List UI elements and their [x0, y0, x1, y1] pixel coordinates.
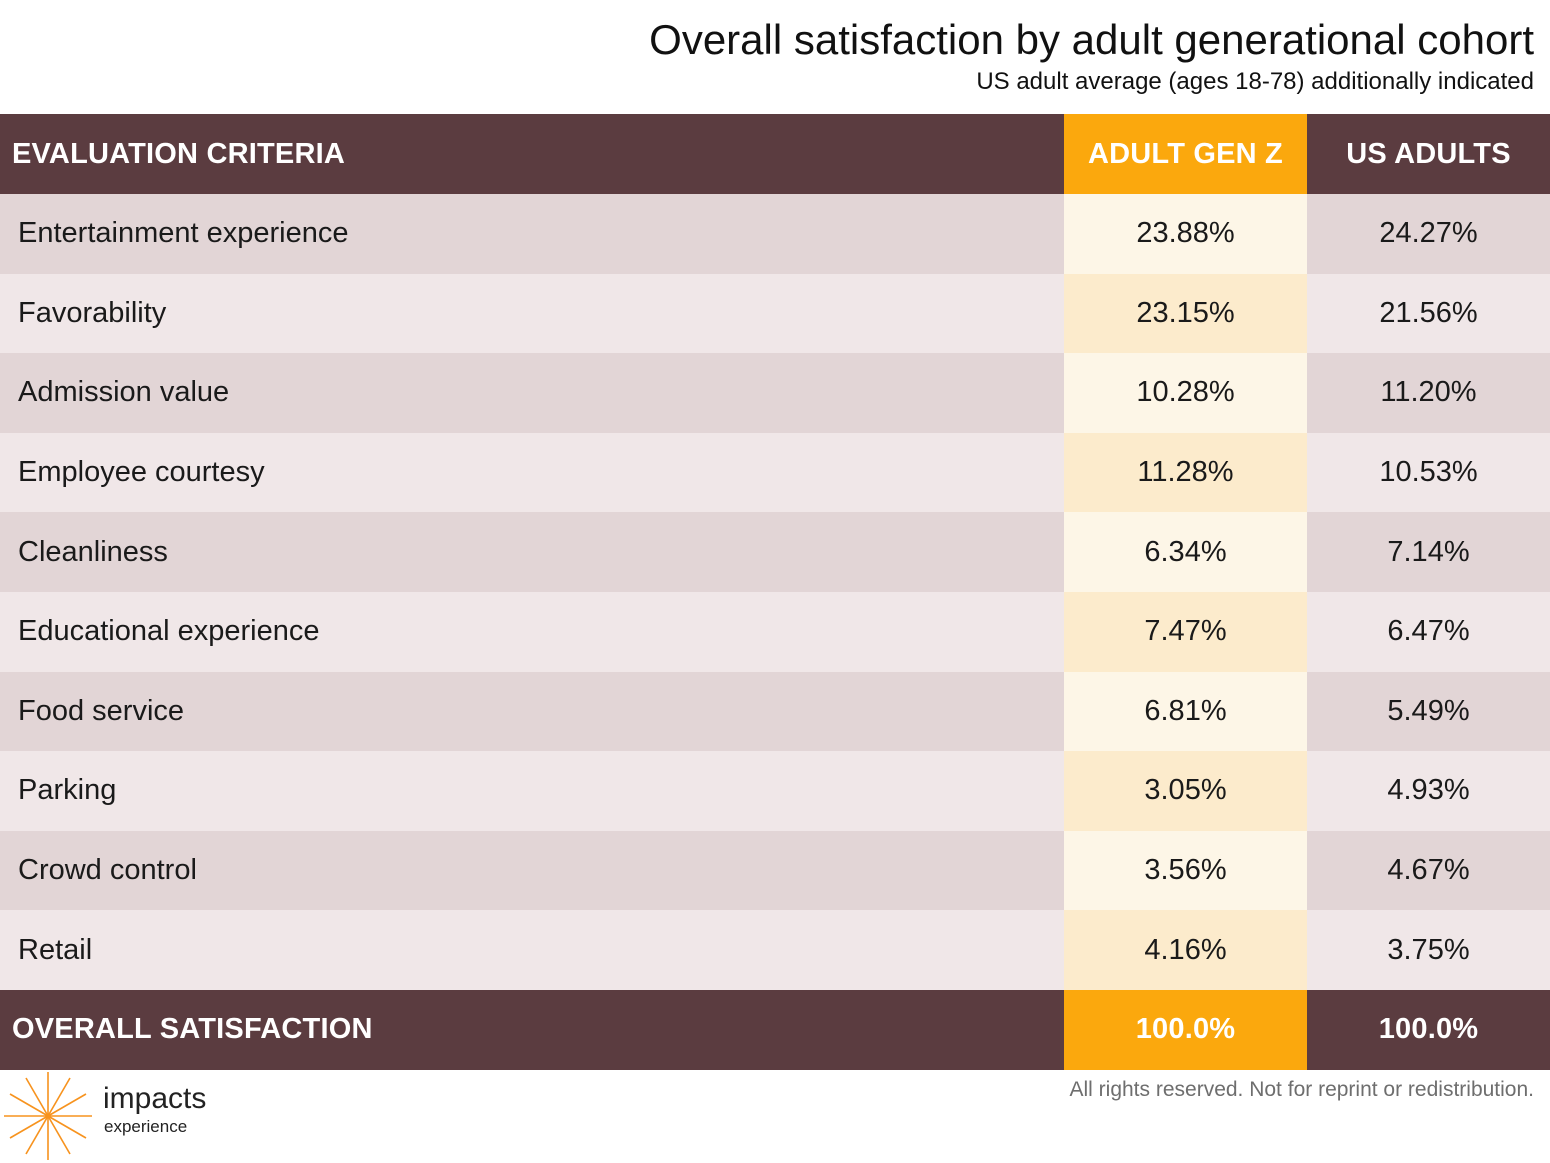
row-label: Parking [0, 751, 1064, 831]
gen-z-value: 4.16% [1064, 910, 1307, 990]
chart-title: Overall satisfaction by adult generation… [649, 16, 1534, 63]
gen-z-value: 10.28% [1064, 353, 1307, 433]
logo-subtitle: experience [104, 1117, 188, 1136]
us-adults-value: 4.67% [1307, 830, 1550, 911]
us-adults-value: 6.47% [1307, 591, 1550, 672]
gen-z-value: 3.56% [1064, 830, 1307, 911]
table-row: Parking 3.05% 4.93% [0, 751, 1550, 831]
column-header-criteria: EVALUATION CRITERIA [0, 114, 1064, 194]
us-adults-value: 21.56% [1307, 273, 1550, 354]
us-adults-value: 24.27% [1307, 194, 1550, 274]
us-adults-value: 10.53% [1307, 432, 1550, 513]
table-row: Admission value 10.28% 11.20% [0, 353, 1550, 433]
row-label: Favorability [0, 273, 1064, 354]
gen-z-value: 11.28% [1064, 432, 1307, 513]
column-header-gen-z: ADULT GEN Z [1064, 114, 1307, 194]
row-label: Admission value [0, 353, 1064, 433]
table-row: Educational experience 7.47% 6.47% [0, 591, 1550, 672]
table-row: Employee courtesy 11.28% 10.53% [0, 432, 1550, 513]
us-adults-value: 3.75% [1307, 910, 1550, 990]
logo-name: impacts [103, 1082, 207, 1115]
gen-z-value: 3.05% [1064, 751, 1307, 831]
satisfaction-table: EVALUATION CRITERIA ADULT GEN Z US ADULT… [0, 114, 1550, 1070]
chart-subtitle: US adult average (ages 18-78) additional… [976, 68, 1534, 95]
us-adults-value: 4.93% [1307, 751, 1550, 831]
table-row: Food service 6.81% 5.49% [0, 671, 1550, 752]
us-adults-value: 5.49% [1307, 671, 1550, 752]
row-label: Retail [0, 910, 1064, 990]
table-header-row: EVALUATION CRITERIA ADULT GEN Z US ADULT… [0, 114, 1550, 194]
row-label: Crowd control [0, 830, 1064, 911]
row-label: Educational experience [0, 591, 1064, 672]
gen-z-value: 6.81% [1064, 671, 1307, 752]
gen-z-value: 7.47% [1064, 591, 1307, 672]
gen-z-value: 6.34% [1064, 512, 1307, 592]
column-header-us-adults: US ADULTS [1307, 114, 1550, 194]
table-row: Entertainment experience 23.88% 24.27% [0, 194, 1550, 274]
us-adults-value: 11.20% [1307, 353, 1550, 433]
gen-z-value: 23.88% [1064, 194, 1307, 274]
total-label: OVERALL SATISFACTION [0, 989, 1064, 1070]
table-row: Favorability 23.15% 21.56% [0, 273, 1550, 354]
total-us-adults-value: 100.0% [1307, 989, 1550, 1070]
row-label: Employee courtesy [0, 432, 1064, 513]
copyright-note: All rights reserved. Not for reprint or … [1069, 1078, 1534, 1101]
table-row: Retail 4.16% 3.75% [0, 910, 1550, 990]
starburst-icon [4, 1072, 92, 1160]
row-label: Cleanliness [0, 512, 1064, 592]
us-adults-value: 7.14% [1307, 512, 1550, 592]
row-label: Entertainment experience [0, 194, 1064, 274]
table-row: Cleanliness 6.34% 7.14% [0, 512, 1550, 592]
table-row: Crowd control 3.56% 4.67% [0, 830, 1550, 911]
table-total-row: OVERALL SATISFACTION 100.0% 100.0% [0, 989, 1550, 1070]
gen-z-value: 23.15% [1064, 273, 1307, 354]
total-gen-z-value: 100.0% [1064, 989, 1307, 1070]
row-label: Food service [0, 671, 1064, 752]
